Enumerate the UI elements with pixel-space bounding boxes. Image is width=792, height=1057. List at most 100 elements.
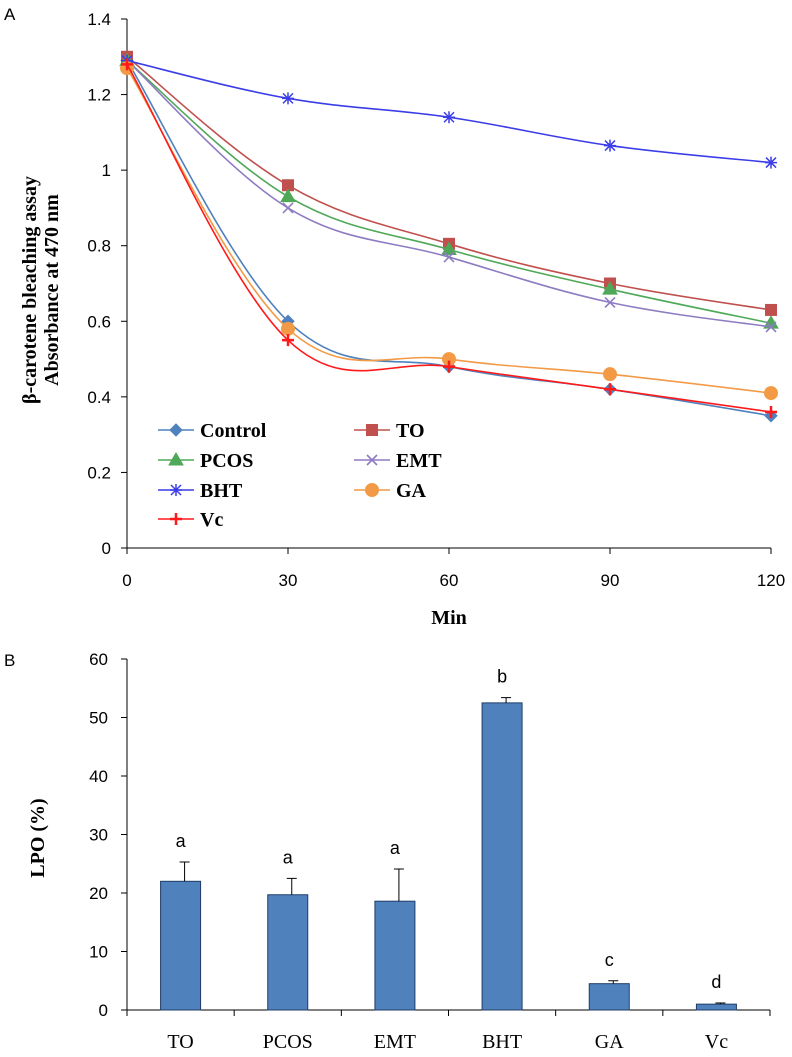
panel-b-y-tick-label: 0 <box>99 1001 108 1020</box>
significance-letter: c <box>605 950 614 970</box>
legend-marker <box>170 484 182 496</box>
panel-a-series <box>119 50 779 423</box>
panel-a-y-ticks: 0 0.2 0.4 0.6 0.8 1 1.2 1.4 <box>87 10 127 558</box>
significance-letter: a <box>176 831 187 851</box>
data-point-emt <box>443 251 455 263</box>
series-line-to <box>126 56 772 311</box>
panel-a-x-tick-label: 0 <box>122 571 131 590</box>
panel-a-label: A <box>4 5 16 24</box>
bar-group-bht: b <box>481 667 523 1011</box>
bar-vc <box>695 1003 737 1011</box>
data-point-pcos <box>602 281 618 295</box>
bar-ga <box>588 983 630 1011</box>
panel-a-x-tick-label: 30 <box>279 571 298 590</box>
series-line-ga <box>126 67 772 394</box>
bar-emt <box>374 900 416 1011</box>
panel-b-category-labels: TO PCOS EMT BHT GA Vc <box>167 1031 728 1053</box>
bar-group-to: a <box>160 831 202 1011</box>
panel-a-x-tick-label: 120 <box>757 571 785 590</box>
panel-a-y-tick-label: 0.8 <box>87 237 111 256</box>
panel-a-y-axis-title-line1: β-carotene bleaching assay <box>19 176 41 404</box>
significance-letter: a <box>390 838 401 858</box>
data-point-pcos <box>763 315 779 329</box>
panel-a-y-tick-label: 1 <box>102 161 111 180</box>
legend-item-to: TO <box>354 420 425 442</box>
bar-to <box>160 880 202 1011</box>
legend-marker <box>168 452 184 466</box>
data-point-vc <box>282 334 294 347</box>
category-label-to: TO <box>167 1031 193 1053</box>
bar-group-emt: a <box>374 838 416 1011</box>
category-label-bht: BHT <box>482 1031 522 1053</box>
panel-a-y-axis-title-line2: Absorbance at 470 nm <box>41 194 63 386</box>
data-point-pcos <box>441 241 457 255</box>
panel-a-x-ticks: 0 30 60 90 120 <box>122 548 785 590</box>
legend-item-bht: BHT <box>158 480 243 502</box>
legend-label: Control <box>200 420 267 442</box>
data-point-emt <box>282 202 294 214</box>
series-pcos <box>119 52 779 329</box>
panel-a-y-tick-label: 1.4 <box>87 10 111 29</box>
panel-a-y-tick-label: 1.2 <box>87 86 111 105</box>
legend-label: BHT <box>200 480 243 502</box>
category-label-pcos: PCOS <box>263 1031 313 1053</box>
legend-label: GA <box>396 480 427 502</box>
series-line-pcos <box>126 59 772 324</box>
panel-a-y-tick-label: 0 <box>102 539 111 558</box>
data-point-to <box>765 303 777 316</box>
data-point-vc <box>121 58 133 71</box>
category-label-emt: EMT <box>374 1031 416 1053</box>
legend-marker <box>169 423 183 437</box>
panel-b-y-ticks: 0 10 20 30 40 50 60 <box>89 650 127 1020</box>
legend-label: TO <box>396 420 425 442</box>
significance-letter: b <box>497 667 507 687</box>
panel-b-y-tick-label: 10 <box>89 943 108 962</box>
bar-pcos <box>267 894 309 1011</box>
significance-letter: d <box>711 972 721 992</box>
legend-item-vc: Vc <box>158 509 223 531</box>
data-point-emt <box>765 321 777 333</box>
panel-b-bars: a a a b c d <box>160 667 737 1011</box>
series-to <box>121 50 777 316</box>
series-line-emt <box>126 59 772 328</box>
legend-marker <box>170 513 182 525</box>
panel-b-y-tick-label: 40 <box>89 767 108 786</box>
data-point-bht <box>282 92 294 105</box>
data-point-vc <box>604 383 616 396</box>
series-emt <box>121 54 777 333</box>
data-point-bht <box>443 111 455 124</box>
bar-group-pcos: a <box>267 847 309 1011</box>
panel-a-y-tick-label: 0.6 <box>87 312 111 331</box>
legend-label: PCOS <box>200 450 253 472</box>
category-label-vc: Vc <box>705 1031 728 1053</box>
series-bht <box>121 54 777 169</box>
panel-b-y-tick-label: 50 <box>89 709 108 728</box>
legend-label: EMT <box>396 450 442 472</box>
legend-item-emt: EMT <box>354 450 442 472</box>
panel-a-x-axis-title: Min <box>431 607 467 629</box>
data-point-vc <box>443 360 455 373</box>
legend-marker <box>365 483 379 497</box>
data-point-pcos <box>280 188 296 203</box>
panel-b-y-tick-label: 60 <box>89 650 108 669</box>
significance-letter: a <box>283 847 294 867</box>
data-point-bht <box>765 156 777 169</box>
legend-item-pcos: PCOS <box>158 450 253 472</box>
legend-item-ga: GA <box>354 480 427 502</box>
panel-a-y-tick-label: 0.4 <box>87 388 111 407</box>
panel-b-y-tick-label: 20 <box>89 884 108 903</box>
bar-group-vc: d <box>695 972 737 1011</box>
data-point-vc <box>765 405 777 418</box>
data-point-emt <box>604 296 616 308</box>
series-vc <box>121 58 777 418</box>
category-label-ga: GA <box>595 1031 624 1053</box>
data-point-ga <box>603 367 617 382</box>
series-line-vc <box>126 63 772 413</box>
legend-label: Vc <box>200 509 223 531</box>
panel-a-x-tick-label: 60 <box>440 571 459 590</box>
bar-group-ga: c <box>588 950 630 1011</box>
panel-b-y-tick-label: 30 <box>89 826 108 845</box>
panel-a-legend: Control TO PCOS EMT BHT GA Vc <box>158 420 442 531</box>
data-point-ga <box>764 386 778 401</box>
